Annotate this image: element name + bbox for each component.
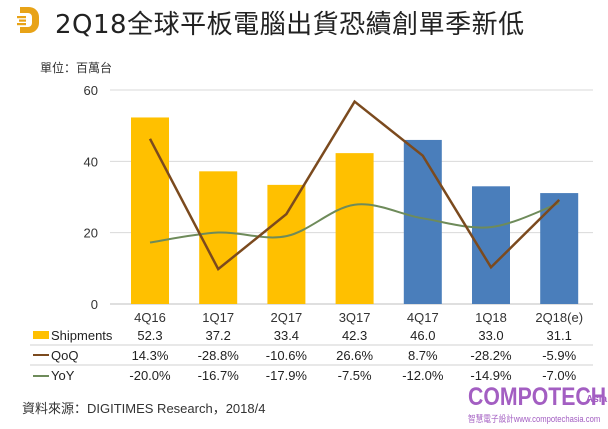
source-note: 資料來源：DIGITIMES Research，2018/4 (22, 401, 266, 416)
qoq-line (148, 99, 561, 272)
x-category-label: 1Q18 (475, 310, 507, 325)
data-table: Shipments 52.3 37.2 33.4 42.3 46.0 33.0 31.1 QoQ… (30, 328, 593, 383)
table-cell: -7.0% (542, 368, 576, 383)
digitimes-d-logo-icon (17, 7, 39, 33)
x-category-label: 1Q17 (202, 310, 234, 325)
table-cell: -20.0% (129, 368, 171, 383)
compotech-brand-logo: COMPOTECH Asia 智慧電子設計www.compotechasia.c… (468, 383, 608, 427)
shipments-legend-key (33, 331, 49, 339)
x-category-label: 4Q17 (407, 310, 439, 325)
table-cell: 14.3% (132, 348, 169, 363)
table-cell: -16.7% (198, 368, 240, 383)
table-cell: 37.2 (206, 328, 231, 343)
table-cell: -5.9% (542, 348, 576, 363)
table-cell: -14.9% (470, 368, 512, 383)
growth-lines (148, 99, 561, 272)
x-axis-categories: 4Q16 1Q17 2Q17 3Q17 4Q17 1Q18 2Q18(e) (134, 310, 583, 325)
y-axis-ticks: 0 20 40 60 (84, 83, 98, 312)
table-cell: -12.0% (402, 368, 444, 383)
table-cell: 33.4 (274, 328, 299, 343)
table-cell: -17.9% (266, 368, 308, 383)
shipment-bar (403, 139, 442, 304)
table-series-name: QoQ (51, 348, 78, 363)
yoy-line (149, 202, 560, 244)
y-tick-label: 20 (84, 226, 98, 241)
table-cell: -7.5% (338, 368, 372, 383)
unit-label: 單位：百萬台 (40, 61, 113, 75)
table-cell: 33.0 (478, 328, 503, 343)
table-series-name: YoY (51, 368, 75, 383)
shipment-bar (335, 153, 374, 304)
chart-title: 2Q18全球平板電腦出貨恐續創單季新低 (55, 10, 525, 40)
table-cell: 46.0 (410, 328, 435, 343)
x-category-label: 2Q17 (270, 310, 302, 325)
x-category-label: 2Q18(e) (535, 310, 583, 325)
table-cell: 42.3 (342, 328, 367, 343)
table-series-name: Shipments (51, 328, 113, 343)
brand-name: COMPOTECH (468, 383, 607, 411)
table-cell: 8.7% (408, 348, 438, 363)
shipments-bars (131, 117, 579, 304)
table-cell: 52.3 (137, 328, 162, 343)
x-category-label: 4Q16 (134, 310, 166, 325)
table-cell: 26.6% (336, 348, 373, 363)
shipment-bar (131, 117, 169, 304)
x-category-label: 3Q17 (339, 310, 371, 325)
brand-suffix: Asia (586, 394, 608, 405)
table-cell: 31.1 (547, 328, 572, 343)
shipment-bar (199, 171, 238, 304)
table-cell: -10.6% (266, 348, 308, 363)
brand-tagline: 智慧電子設計www.compotechasia.com (468, 414, 601, 424)
y-tick-label: 40 (84, 154, 98, 169)
table-cell: -28.2% (470, 348, 512, 363)
table-cell: -28.8% (198, 348, 240, 363)
y-tick-label: 0 (91, 297, 98, 312)
y-tick-label: 60 (84, 83, 98, 98)
shipment-bar (267, 184, 306, 304)
